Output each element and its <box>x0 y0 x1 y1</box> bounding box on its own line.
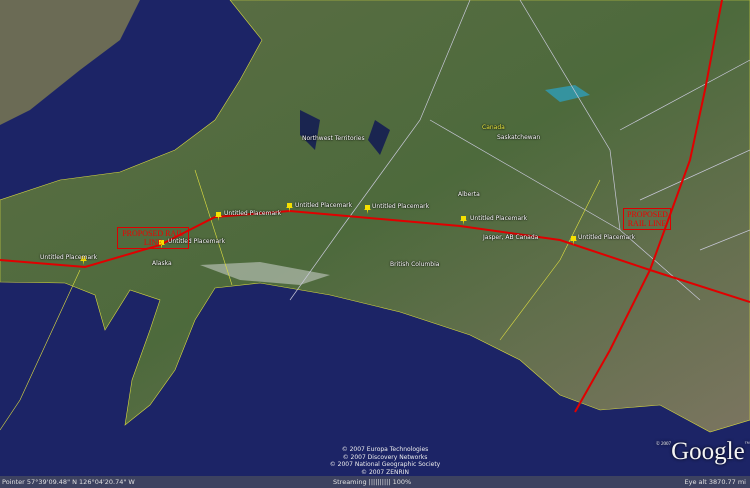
pushpin-icon[interactable] <box>460 216 467 225</box>
placemark-label[interactable]: Untitled Placemark <box>295 202 353 209</box>
north-america-land <box>0 0 750 433</box>
earth-map-view[interactable] <box>0 0 750 476</box>
lake <box>300 110 390 155</box>
pushpin-icon[interactable] <box>364 205 371 214</box>
placemark-label[interactable]: Untitled Placemark <box>224 210 282 217</box>
snow-mountains <box>200 262 330 285</box>
pushpin-icon[interactable] <box>286 203 293 212</box>
proposed-rail-line-annotation[interactable]: PROPOSED RAIL LINE <box>117 227 189 249</box>
placemark-label[interactable]: Untitled Placemark <box>470 215 528 222</box>
lake <box>545 85 590 102</box>
streaming-progress: Streaming |||||||||| 100% <box>333 478 412 486</box>
place-label-canada: Canada <box>482 124 505 131</box>
google-logo: © 2007Google™ <box>656 438 750 466</box>
pushpin-icon[interactable] <box>570 236 577 245</box>
pointer-coordinates: Pointer 57°39'09.48" N 126°04'20.74" W <box>2 478 135 486</box>
proposed-rail-line-annotation[interactable]: PROPOSED RAIL LINE <box>623 208 671 230</box>
pushpin-icon[interactable] <box>215 212 222 221</box>
copyright-line: © 2007 Discovery Networks <box>342 453 428 461</box>
place-label-jasper: Jasper, AB Canada <box>483 234 539 241</box>
dotted-boundaries <box>0 169 601 431</box>
placemark-label[interactable]: Untitled Placemark <box>168 238 226 245</box>
copyright-notice: © 2007 Europa Technologies © 2007 Discov… <box>300 446 470 476</box>
status-bar: Pointer 57°39'09.48" N 126°04'20.74" W S… <box>0 476 750 488</box>
copyright-line: © 2007 Europa Technologies <box>341 446 429 453</box>
placemark-label[interactable]: Untitled Placemark <box>40 254 98 261</box>
place-label-saskatchewan: Saskatchewan <box>497 134 541 141</box>
pushpin-icon[interactable] <box>158 240 165 249</box>
place-label-northwest-territories: Northwest Territories <box>302 135 365 142</box>
placemark-label[interactable]: Untitled Placemark <box>578 234 636 241</box>
place-label-alberta: Alberta <box>458 191 480 198</box>
place-label-alaska: Alaska <box>152 260 172 267</box>
copyright-line: © 2007 National Geographic Society <box>329 461 441 468</box>
logo-tm: ™ <box>744 442 750 447</box>
logo-year: © 2007 <box>656 442 672 447</box>
place-label-british-columbia: British Columbia <box>390 261 440 268</box>
placemark-label[interactable]: Untitled Placemark <box>372 203 430 210</box>
logo-text: Google <box>671 438 745 465</box>
copyright-line: © 2007 ZENRIN <box>361 468 409 476</box>
eye-altitude: Eye alt 3870.77 mi <box>684 478 746 486</box>
chukotka-land <box>0 0 140 125</box>
pushpin-icon[interactable] <box>80 256 87 265</box>
